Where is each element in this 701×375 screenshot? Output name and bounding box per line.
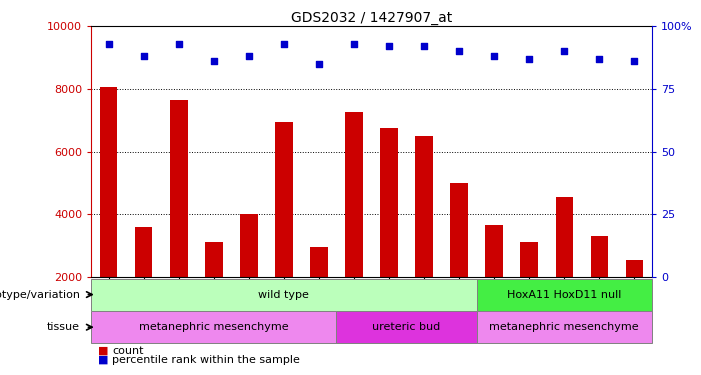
Text: ■: ■ bbox=[98, 346, 109, 355]
Bar bbox=[240, 214, 258, 277]
Bar bbox=[275, 122, 293, 277]
Point bbox=[489, 53, 500, 59]
Text: genotype/variation: genotype/variation bbox=[0, 290, 80, 300]
Point bbox=[278, 41, 290, 47]
Text: ureteric bud: ureteric bud bbox=[372, 322, 441, 332]
Bar bbox=[336, 311, 477, 343]
Title: GDS2032 / 1427907_at: GDS2032 / 1427907_at bbox=[291, 11, 452, 25]
Bar bbox=[135, 226, 153, 277]
Point bbox=[383, 43, 395, 49]
Text: metanephric mesenchyme: metanephric mesenchyme bbox=[489, 322, 639, 332]
Point bbox=[454, 48, 465, 54]
Bar bbox=[626, 260, 644, 277]
Point bbox=[524, 56, 535, 62]
Point bbox=[313, 61, 325, 67]
Point bbox=[418, 43, 430, 49]
Bar bbox=[205, 242, 223, 277]
Text: percentile rank within the sample: percentile rank within the sample bbox=[112, 355, 300, 365]
Bar bbox=[91, 311, 336, 343]
Text: ■: ■ bbox=[98, 355, 109, 365]
Text: tissue: tissue bbox=[47, 322, 80, 332]
Point bbox=[559, 48, 570, 54]
Point bbox=[348, 41, 360, 47]
Point bbox=[173, 41, 184, 47]
Point bbox=[103, 41, 114, 47]
Point bbox=[594, 56, 605, 62]
Bar bbox=[556, 197, 573, 277]
Bar bbox=[381, 128, 398, 277]
Point bbox=[629, 58, 640, 64]
Bar bbox=[477, 279, 652, 310]
Bar bbox=[100, 87, 118, 277]
Bar bbox=[477, 311, 652, 343]
Bar bbox=[521, 242, 538, 277]
Bar bbox=[486, 225, 503, 277]
Bar bbox=[170, 100, 188, 277]
Bar bbox=[311, 247, 328, 277]
Bar bbox=[416, 136, 433, 277]
Point bbox=[208, 58, 219, 64]
Text: wild type: wild type bbox=[259, 290, 309, 300]
Text: HoxA11 HoxD11 null: HoxA11 HoxD11 null bbox=[507, 290, 622, 300]
Bar bbox=[91, 279, 477, 310]
Bar bbox=[346, 112, 363, 277]
Text: metanephric mesenchyme: metanephric mesenchyme bbox=[139, 322, 289, 332]
Point bbox=[138, 53, 149, 59]
Text: count: count bbox=[112, 346, 144, 355]
Bar bbox=[591, 236, 608, 277]
Bar bbox=[451, 183, 468, 277]
Point bbox=[243, 53, 254, 59]
